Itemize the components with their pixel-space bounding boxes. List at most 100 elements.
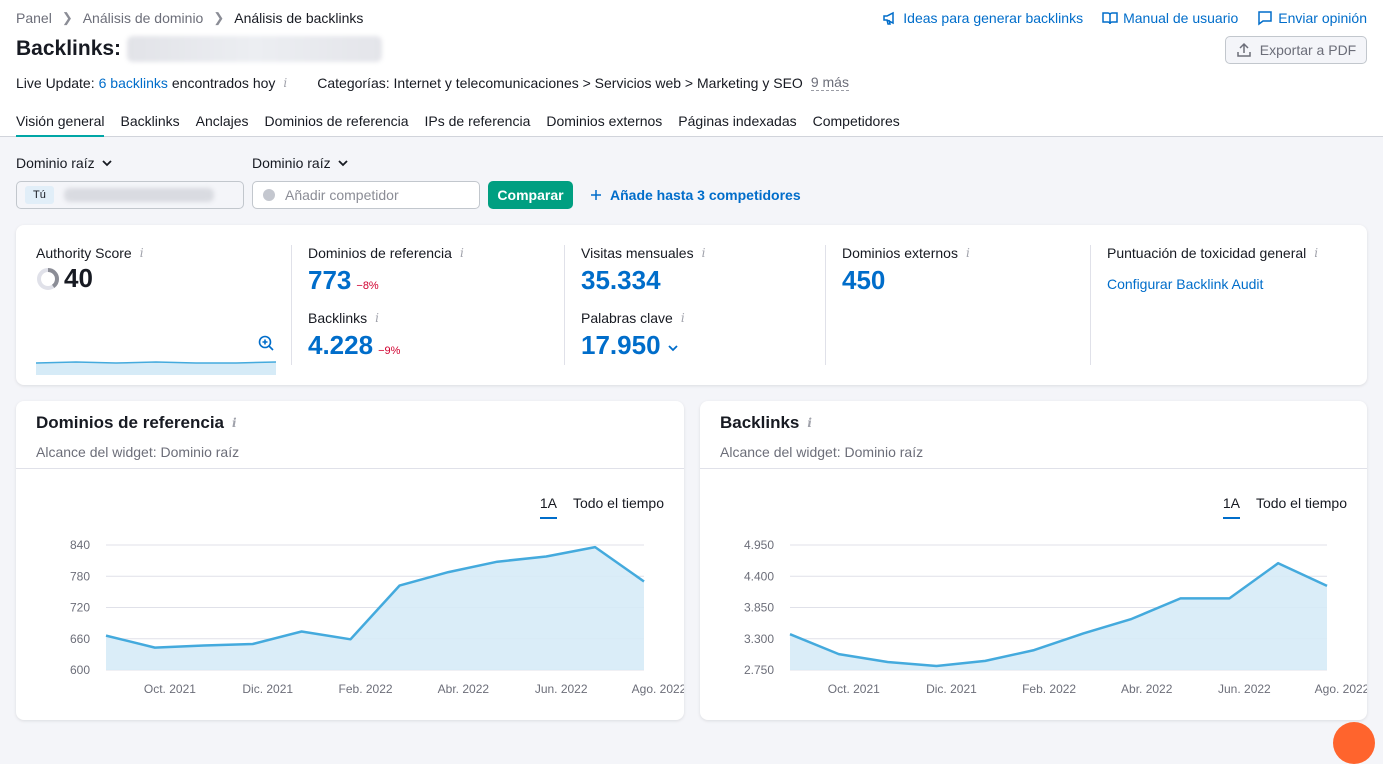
live-update-suffix: encontrados hoy	[171, 74, 276, 91]
range-tab-all-time[interactable]: Todo el tiempo	[572, 495, 664, 511]
data-point[interactable]	[300, 629, 304, 633]
ref-domains-widget: Dominios de referencia i Alcance del wid…	[16, 401, 684, 720]
info-icon[interactable]: i	[459, 246, 464, 260]
data-point[interactable]	[1325, 584, 1329, 588]
range-tab-1y[interactable]: 1A	[539, 495, 557, 519]
x-tick-label: Feb. 2022	[339, 682, 393, 696]
info-icon[interactable]: i	[965, 246, 970, 260]
data-point[interactable]	[1081, 632, 1085, 636]
top-actions: Ideas para generar backlinks Manual de u…	[882, 10, 1367, 26]
chevron-right-icon: ❯	[61, 10, 73, 25]
data-point[interactable]	[983, 659, 987, 663]
data-point[interactable]	[788, 632, 792, 636]
new-backlinks-link[interactable]: 6 backlinks	[98, 74, 168, 91]
divider	[1090, 245, 1091, 365]
competitor-input[interactable]	[285, 187, 465, 203]
more-categories-link[interactable]: 9 más	[810, 74, 849, 91]
data-point[interactable]	[1130, 617, 1134, 621]
title-row: Backlinks:	[16, 36, 383, 62]
add-competitors-button[interactable]: Añade hasta 3 competidores	[590, 187, 801, 203]
data-point[interactable]	[1276, 561, 1280, 565]
megaphone-icon	[883, 11, 895, 25]
info-icon[interactable]: i	[139, 246, 144, 260]
export-pdf-button[interactable]: Exportar a PDF	[1225, 36, 1367, 64]
data-point[interactable]	[837, 652, 841, 656]
keywords-header: Palabras clave i	[581, 310, 705, 326]
info-icon[interactable]: i	[232, 416, 237, 430]
authority-score-label: Authority Score	[36, 245, 132, 261]
info-icon[interactable]: i	[1314, 246, 1319, 260]
your-domain-field: Tú	[16, 181, 244, 209]
range-tab-all-time[interactable]: Todo el tiempo	[1255, 495, 1347, 511]
breadcrumb-panel[interactable]: Panel	[16, 10, 52, 26]
backlinks-label: Backlinks	[308, 310, 368, 326]
keywords-row[interactable]: 17.950	[581, 330, 705, 361]
data-point[interactable]	[104, 634, 108, 638]
tab-anchors[interactable]: Anclajes	[195, 113, 249, 129]
compare-button[interactable]: Comparar	[488, 181, 573, 209]
ref-domains-label: Dominios de referencia	[308, 245, 452, 261]
send-feedback-link[interactable]: Enviar opinión	[1257, 10, 1367, 26]
ext-domains-header: Dominios externos i	[842, 245, 970, 261]
export-pdf-label: Exportar a PDF	[1259, 42, 1357, 58]
ext-domains-value[interactable]: 450	[842, 265, 886, 295]
tab-indexed-pages[interactable]: Páginas indexadas	[678, 113, 797, 129]
chevron-right-icon: ❯	[213, 10, 225, 25]
info-icon[interactable]: i	[283, 75, 288, 90]
data-point[interactable]	[202, 644, 206, 648]
backlinks-delta: −9%	[378, 345, 401, 357]
data-point[interactable]	[1179, 596, 1183, 600]
chat-widget-button[interactable]	[1333, 722, 1375, 764]
y-tick-label: 4.400	[744, 569, 774, 583]
tab-overview[interactable]: Visión general	[16, 113, 105, 137]
configure-backlink-audit-link[interactable]: Configurar Backlink Audit	[1107, 276, 1264, 292]
visits-value[interactable]: 35.334	[581, 265, 661, 295]
book-icon	[1102, 12, 1118, 25]
visits-label: Visitas mensuales	[581, 245, 694, 261]
tab-competitors[interactable]: Competidores	[812, 113, 900, 129]
user-manual-link[interactable]: Manual de usuario	[1102, 10, 1238, 26]
blurred-your-domain	[63, 188, 214, 202]
scope-dropdown-left[interactable]: Dominio raíz	[16, 155, 113, 171]
tab-backlinks[interactable]: Backlinks	[120, 113, 180, 129]
x-tick-label: Ago. 2022	[632, 682, 684, 696]
range-tab-1y[interactable]: 1A	[1222, 495, 1240, 519]
data-point[interactable]	[642, 579, 646, 583]
x-tick-label: Oct. 2021	[828, 682, 880, 696]
keywords-label: Palabras clave	[581, 310, 673, 326]
tab-external-domains[interactable]: Dominios externos	[546, 113, 663, 129]
data-point[interactable]	[1227, 596, 1231, 600]
ref-domains-block: Dominios de referencia i 773 −8% Backlin…	[308, 245, 464, 361]
x-tick-label: Abr. 2022	[438, 682, 490, 696]
breadcrumb-domain-analysis[interactable]: Análisis de dominio	[82, 10, 204, 26]
range-tabs: 1A Todo el tiempo	[1222, 495, 1347, 519]
data-point[interactable]	[1032, 648, 1036, 652]
data-point[interactable]	[593, 545, 597, 549]
data-point[interactable]	[446, 570, 450, 574]
data-point[interactable]	[934, 664, 938, 668]
backlink-ideas-link[interactable]: Ideas para generar backlinks	[882, 10, 1083, 26]
info-icon[interactable]: i	[701, 246, 706, 260]
scope-dropdown-right[interactable]: Dominio raíz	[252, 155, 349, 171]
data-point[interactable]	[251, 642, 255, 646]
tab-referring-ips[interactable]: IPs de referencia	[424, 113, 531, 129]
ext-domains-block: Dominios externos i 450	[842, 245, 970, 296]
scope-label-right: Dominio raíz	[252, 155, 331, 171]
info-icon[interactable]: i	[807, 416, 812, 430]
zoom-in-icon[interactable]	[258, 335, 274, 351]
x-tick-label: Dic. 2021	[926, 682, 977, 696]
competitor-dot-icon	[263, 189, 275, 201]
data-point[interactable]	[495, 560, 499, 564]
data-point[interactable]	[886, 660, 890, 664]
data-point[interactable]	[349, 637, 353, 641]
widget-title: Backlinks	[720, 413, 800, 432]
info-icon[interactable]: i	[680, 311, 685, 325]
data-point[interactable]	[397, 584, 401, 588]
data-point[interactable]	[153, 646, 157, 650]
tab-referring-domains[interactable]: Dominios de referencia	[264, 113, 409, 129]
info-icon[interactable]: i	[375, 311, 379, 325]
ref-domains-value[interactable]: 773	[308, 265, 352, 295]
series-area	[106, 547, 644, 670]
data-point[interactable]	[544, 554, 548, 558]
backlinks-value[interactable]: 4.228	[308, 330, 374, 360]
